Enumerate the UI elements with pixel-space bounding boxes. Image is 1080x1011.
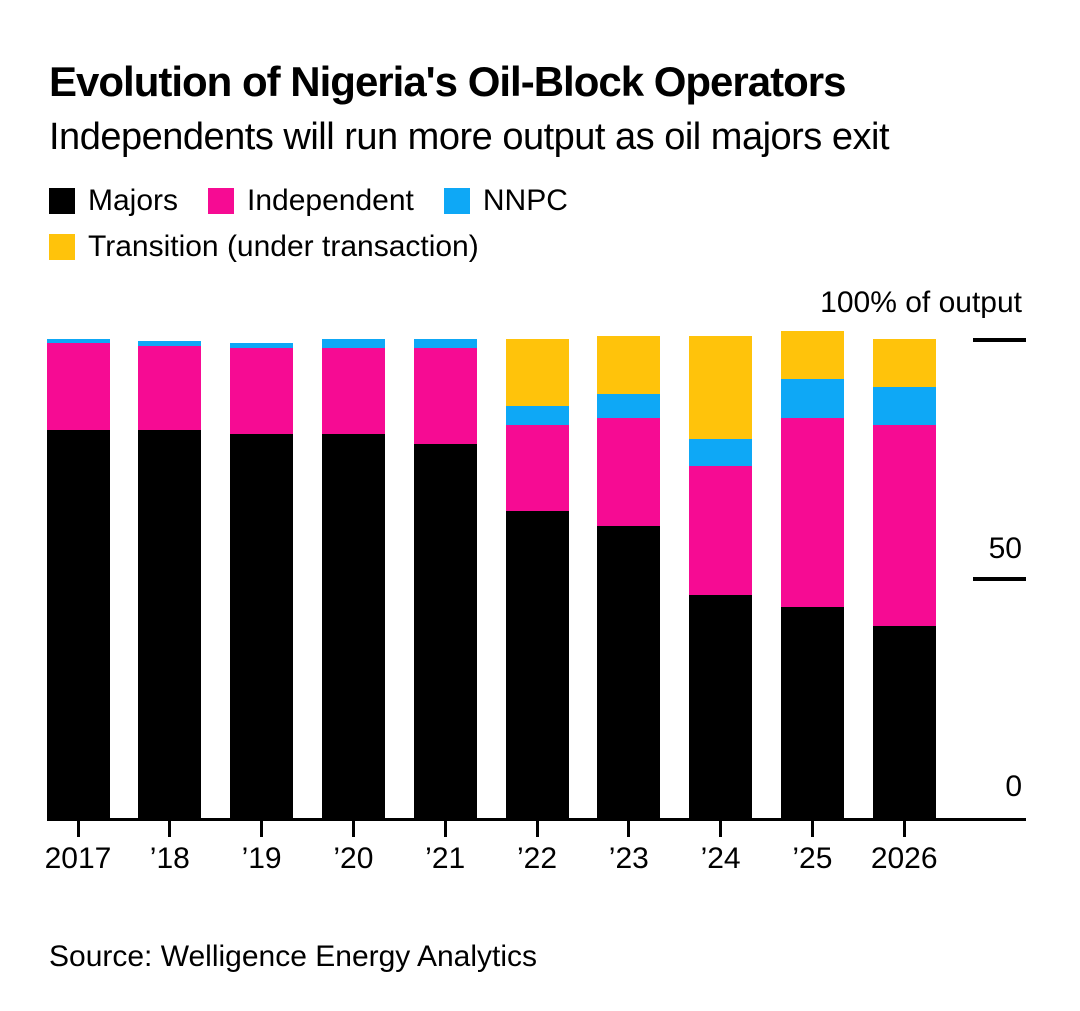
segment-independent xyxy=(46,343,110,430)
independent-swatch-icon xyxy=(208,188,235,214)
x-axis-label-7: ’24 xyxy=(700,842,741,875)
legend-item-transition: Transition (under transaction) xyxy=(49,230,479,263)
segment-majors xyxy=(321,434,385,819)
y-axis-label-100: 100% of output xyxy=(820,286,1022,319)
segment-nnpc xyxy=(505,405,569,425)
transition-swatch-icon xyxy=(49,234,75,260)
segment-independent xyxy=(413,348,477,445)
x-axis-line xyxy=(47,818,1026,821)
chart-title: Evolution of Nigeria's Oil-Block Operato… xyxy=(49,58,846,105)
segment-transition xyxy=(872,338,936,387)
x-axis-label-3: ’20 xyxy=(333,842,374,875)
x-axis-label-1: ’18 xyxy=(149,842,190,875)
segment-nnpc xyxy=(780,379,844,418)
y-axis-label-50: 50 xyxy=(988,532,1022,565)
segment-transition xyxy=(689,336,753,440)
legend-label-independent: Independent xyxy=(247,184,414,217)
source-note: Source: Welligence Energy Analytics xyxy=(49,940,538,973)
bar-2017 xyxy=(46,338,110,819)
x-tick-6 xyxy=(627,821,631,837)
segment-nnpc xyxy=(413,338,477,349)
segment-independent xyxy=(230,348,294,435)
x-axis-label-2: ’19 xyxy=(241,842,282,875)
segment-majors xyxy=(780,607,844,819)
segment-independent xyxy=(597,417,661,526)
legend-label-majors: Majors xyxy=(88,184,179,217)
bar-19 xyxy=(230,343,294,819)
bar-18 xyxy=(138,340,202,819)
x-tick-2 xyxy=(260,821,264,837)
chart-subtitle: Independents will run more output as oil… xyxy=(49,116,890,158)
legend: Majors Independent NNPC Transition (unde… xyxy=(49,184,568,280)
segment-nnpc xyxy=(321,338,385,349)
legend-item-independent: Independent xyxy=(208,184,414,217)
legend-row-2: Transition (under transaction) xyxy=(49,230,568,263)
segment-independent xyxy=(321,348,385,435)
bar-25 xyxy=(780,331,844,819)
x-tick-8 xyxy=(810,821,814,837)
segment-nnpc xyxy=(689,439,753,466)
segment-independent xyxy=(505,424,569,512)
nnpc-swatch-icon xyxy=(443,188,470,214)
x-tick-0 xyxy=(76,821,80,837)
segment-transition xyxy=(505,338,569,406)
x-axis-label-9: 2026 xyxy=(870,842,938,875)
segment-majors xyxy=(689,595,753,819)
segment-majors xyxy=(138,429,202,819)
bar-24 xyxy=(689,336,753,819)
legend-label-transition: Transition (under transaction) xyxy=(88,230,479,263)
segment-nnpc xyxy=(46,338,110,344)
segment-majors xyxy=(413,444,477,819)
segment-majors xyxy=(872,626,936,819)
bar-23 xyxy=(597,336,661,819)
x-tick-7 xyxy=(719,821,723,837)
x-axis-label-0: 2017 xyxy=(44,842,112,875)
segment-independent xyxy=(780,417,844,608)
x-tick-3 xyxy=(351,821,355,837)
y-tick-50 xyxy=(973,577,1026,581)
x-tick-5 xyxy=(535,821,539,837)
x-axis-label-5: ’22 xyxy=(516,842,558,875)
bar-20 xyxy=(321,338,385,819)
segment-majors xyxy=(597,525,661,819)
legend-item-majors: Majors xyxy=(49,184,179,217)
bar-2026 xyxy=(872,338,936,819)
segment-majors xyxy=(505,511,569,819)
segment-transition xyxy=(597,336,661,394)
x-tick-9 xyxy=(902,821,906,837)
segment-majors xyxy=(230,434,294,819)
y-tick-100 xyxy=(973,338,1026,342)
segment-nnpc xyxy=(230,343,294,349)
x-tick-4 xyxy=(443,821,447,837)
x-tick-1 xyxy=(168,821,172,837)
majors-swatch-icon xyxy=(49,188,75,214)
segment-independent xyxy=(138,345,202,430)
segment-transition xyxy=(780,331,844,380)
bar-22 xyxy=(505,338,569,819)
legend-item-nnpc: NNPC xyxy=(443,184,568,217)
segment-nnpc xyxy=(597,393,661,418)
segment-nnpc xyxy=(872,386,936,425)
legend-label-nnpc: NNPC xyxy=(482,184,568,217)
legend-row-1: Majors Independent NNPC xyxy=(49,184,568,217)
segment-nnpc xyxy=(138,340,202,346)
x-axis-label-4: ’21 xyxy=(425,842,466,875)
x-axis-label-8: ’25 xyxy=(792,842,833,875)
segment-independent xyxy=(689,465,753,596)
x-axis-label-6: ’23 xyxy=(608,842,649,875)
segment-majors xyxy=(46,429,110,819)
bar-21 xyxy=(413,338,477,819)
y-axis-label-0: 0 xyxy=(1005,770,1022,803)
segment-independent xyxy=(872,424,936,627)
